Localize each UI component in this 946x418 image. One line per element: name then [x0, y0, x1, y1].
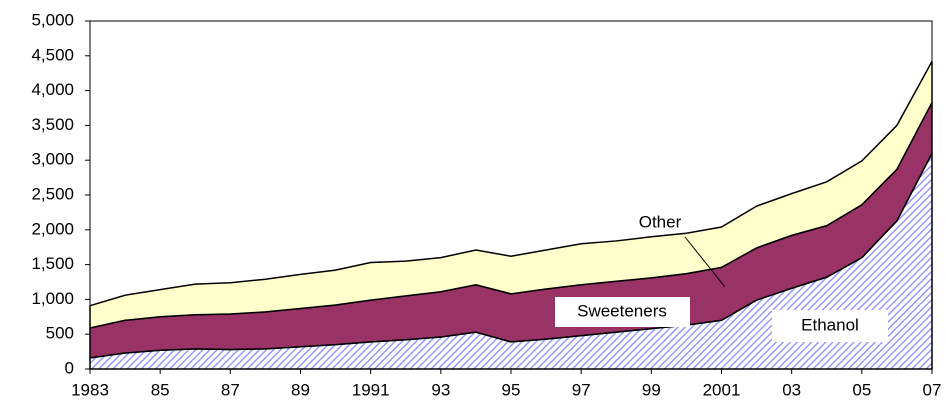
x-tick-label: 85 — [151, 380, 170, 399]
series-label: Ethanol — [801, 315, 859, 334]
x-tick-label: 2001 — [703, 380, 741, 399]
y-tick-label: 3,000 — [31, 150, 74, 169]
y-tick-label: 2,000 — [31, 219, 74, 238]
x-tick-label: 87 — [221, 380, 240, 399]
label-box — [772, 310, 888, 342]
x-tick-label: 03 — [782, 380, 801, 399]
x-tick-label: 93 — [431, 380, 450, 399]
series-label: Sweeteners — [577, 301, 667, 320]
y-tick-label: 5,000 — [31, 10, 74, 29]
x-tick-label: 05 — [852, 380, 871, 399]
x-tick-label: 97 — [572, 380, 591, 399]
series-label: Other — [639, 212, 682, 231]
y-tick-label: 500 — [46, 324, 74, 343]
x-tick-label: 99 — [642, 380, 661, 399]
y-tick-label: 4,500 — [31, 45, 74, 64]
y-tick-label: 2,500 — [31, 184, 74, 203]
leader-line — [684, 236, 726, 288]
y-tick-label: 1,000 — [31, 289, 74, 308]
y-tick-label: 0 — [65, 358, 74, 377]
x-tick-label: 07 — [923, 380, 942, 399]
x-tick-label: 1991 — [352, 380, 390, 399]
y-tick-label: 1,500 — [31, 254, 74, 273]
y-tick-label: 4,000 — [31, 80, 74, 99]
label-box — [555, 297, 690, 327]
x-tick-label: 95 — [502, 380, 521, 399]
x-tick-label: 89 — [291, 380, 310, 399]
y-tick-label: 3,500 — [31, 115, 74, 134]
x-tick-label: 1983 — [71, 380, 109, 399]
